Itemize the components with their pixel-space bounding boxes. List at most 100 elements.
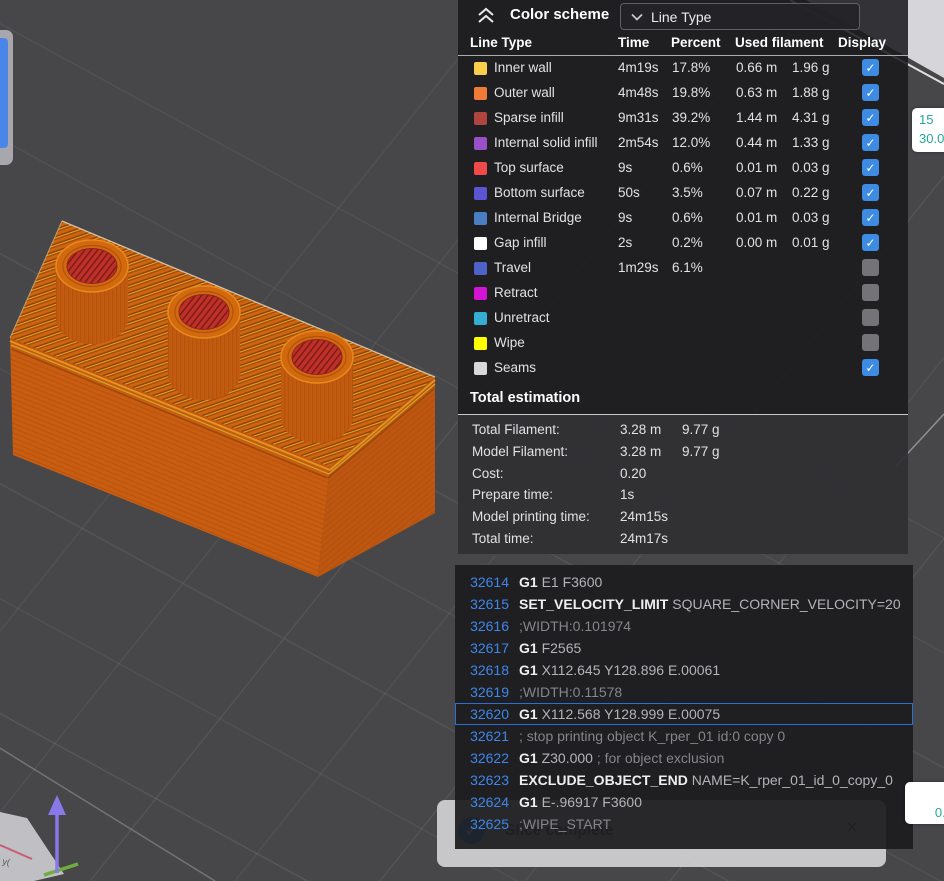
stud-3 (280, 330, 354, 443)
total-estimation-header: Total estimation (458, 381, 908, 415)
time-value: 9m31s (618, 110, 659, 125)
table-row: Retract (458, 281, 908, 306)
gcode-line[interactable]: 32619 ;WIDTH:0.11578 (455, 681, 913, 703)
display-checkbox[interactable] (862, 334, 879, 351)
time-value: 4m48s (618, 85, 659, 100)
gcode-line-number: 32620 (470, 706, 509, 722)
percent-value: 17.8% (672, 60, 711, 75)
total-estimation-table: Total Filament: 3.28 m 9.77 g Model Fila… (458, 415, 908, 556)
estimation-value-2: 9.77 g (682, 422, 720, 437)
gcode-line-text: ;WIPE_START (519, 816, 612, 832)
plate-corner (0, 812, 64, 881)
table-row: Internal Bridge 9s 0.6% 0.01 m 0.03 g ✓ (458, 206, 908, 231)
gcode-line-number: 32618 (470, 662, 509, 678)
y-axis-line (43, 862, 79, 877)
gcode-line[interactable]: 32625 ;WIPE_START (455, 813, 913, 835)
time-value: 1m29s (618, 260, 659, 275)
table-row: Top surface 9s 0.6% 0.01 m 0.03 g ✓ (458, 156, 908, 181)
gcode-line[interactable]: 32616 ;WIDTH:0.101974 (455, 615, 913, 637)
col-line-type: Line Type (470, 35, 533, 50)
collapse-panel-icon[interactable] (476, 7, 496, 25)
color-scheme-dropdown[interactable]: Line Type (620, 3, 860, 30)
gcode-line-number: 32617 (470, 640, 509, 656)
gcode-line-text: ; stop printing object K_rper_01 id:0 co… (519, 728, 786, 744)
gcode-line[interactable]: 32622 G1 Z30.000 ; for object exclusion (455, 747, 913, 769)
gcode-line-text: SET_VELOCITY_LIMIT SQUARE_CORNER_VELOCIT… (519, 596, 901, 612)
percent-value: 0.2% (672, 235, 703, 250)
estimation-value-1: 3.28 m (620, 422, 662, 437)
gcode-line-text: G1 E-.96917 F3600 (519, 794, 642, 810)
stud-2 (167, 285, 241, 400)
layer-slider[interactable] (0, 30, 13, 165)
time-value: 9s (618, 210, 633, 225)
display-checkbox[interactable]: ✓ (862, 134, 879, 151)
table-row: Gap infill 2s 0.2% 0.00 m 0.01 g ✓ (458, 231, 908, 256)
line-type-table: Inner wall 4m19s 17.8% 0.66 m 1.96 g ✓ O… (458, 56, 908, 381)
panel-header: Color scheme Line Type (458, 0, 908, 32)
time-value: 9s (618, 160, 633, 175)
line-type-label: Top surface (494, 160, 564, 175)
gcode-viewer[interactable]: 32614 G1 E1 F3600 32615 SET_VELOCITY_LIM… (455, 565, 913, 849)
display-checkbox[interactable]: ✓ (862, 109, 879, 126)
gcode-line[interactable]: 32615 SET_VELOCITY_LIMIT SQUARE_CORNER_V… (455, 593, 913, 615)
gcode-line[interactable]: 32624 G1 E-.96917 F3600 (455, 791, 913, 813)
display-checkbox[interactable]: ✓ (862, 184, 879, 201)
gcode-line-text: EXCLUDE_OBJECT_END NAME=K_rper_01_id_0_c… (519, 772, 893, 788)
line-type-color-swatch (474, 237, 487, 250)
display-checkbox[interactable] (862, 309, 879, 326)
gcode-line-text: G1 F2565 (519, 640, 582, 656)
line-type-color-swatch (474, 287, 487, 300)
gcode-line[interactable]: 32617 G1 F2565 (455, 637, 913, 659)
gcode-line-text: G1 X112.645 Y128.896 E.00061 (519, 662, 721, 678)
used-filament-length: 0.07 m (736, 185, 778, 200)
used-filament-length: 0.01 m (736, 160, 778, 175)
tooltip-layer-value: 15 (919, 112, 934, 127)
gcode-line-text: G1 X112.568 Y128.999 E.00075 (519, 706, 721, 722)
gcode-line[interactable]: 32621 ; stop printing object K_rper_01 i… (455, 725, 913, 747)
display-checkbox[interactable]: ✓ (862, 84, 879, 101)
table-row: Wipe (458, 331, 908, 356)
line-type-color-swatch (474, 337, 487, 350)
layer-slider-handle[interactable] (0, 38, 8, 148)
model-brick[interactable] (9, 220, 436, 577)
display-checkbox[interactable]: ✓ (862, 209, 879, 226)
table-row: Seams ✓ (458, 356, 908, 381)
display-checkbox[interactable]: ✓ (862, 59, 879, 76)
table-row: Unretract (458, 306, 908, 331)
gcode-line[interactable]: 32623 EXCLUDE_OBJECT_END NAME=K_rper_01_… (455, 769, 913, 791)
table-row: Outer wall 4m48s 19.8% 0.63 m 1.88 g ✓ (458, 81, 908, 106)
panel-title: Color scheme (510, 6, 610, 23)
line-type-color-swatch (474, 137, 487, 150)
used-filament-weight: 1.88 g (792, 85, 830, 100)
gcode-line[interactable]: 32618 G1 X112.645 Y128.896 E.00061 (455, 659, 913, 681)
display-checkbox[interactable] (862, 284, 879, 301)
display-checkbox[interactable]: ✓ (862, 359, 879, 376)
gcode-line[interactable]: 32620 G1 X112.568 Y128.999 E.00075 (455, 703, 913, 725)
line-type-color-swatch (474, 87, 487, 100)
used-filament-length: 0.63 m (736, 85, 778, 100)
estimation-value-1: 24m15s (620, 509, 669, 525)
gcode-line[interactable]: 32614 G1 E1 F3600 (455, 571, 913, 593)
gcode-line-number: 32616 (470, 618, 509, 634)
line-type-label: Gap infill (494, 235, 547, 250)
estimation-value-1: 3.28 m (620, 443, 662, 459)
used-filament-weight: 1.96 g (792, 60, 830, 75)
gcode-line-number: 32621 (470, 728, 509, 744)
estimation-value-1: 1s (620, 487, 635, 503)
display-checkbox[interactable]: ✓ (862, 234, 879, 251)
line-type-label: Sparse infill (494, 110, 564, 125)
estimation-row: Prepare time: 1s (458, 484, 908, 506)
table-row: Sparse infill 9m31s 39.2% 1.44 m 4.31 g … (458, 106, 908, 131)
gcode-line-number: 32622 (470, 750, 509, 766)
gcode-line-number: 32624 (470, 794, 509, 810)
used-filament-length: 0.44 m (736, 135, 778, 150)
line-type-color-swatch (474, 362, 487, 375)
time-value: 2m54s (618, 135, 659, 150)
color-scheme-panel: Color scheme Line Type Line Type Time Pe… (458, 0, 908, 556)
percent-value: 3.5% (672, 185, 703, 200)
gcode-line-number: 32615 (470, 596, 509, 612)
display-checkbox[interactable] (862, 259, 879, 276)
percent-value: 6.1% (672, 260, 703, 275)
display-checkbox[interactable]: ✓ (862, 159, 879, 176)
